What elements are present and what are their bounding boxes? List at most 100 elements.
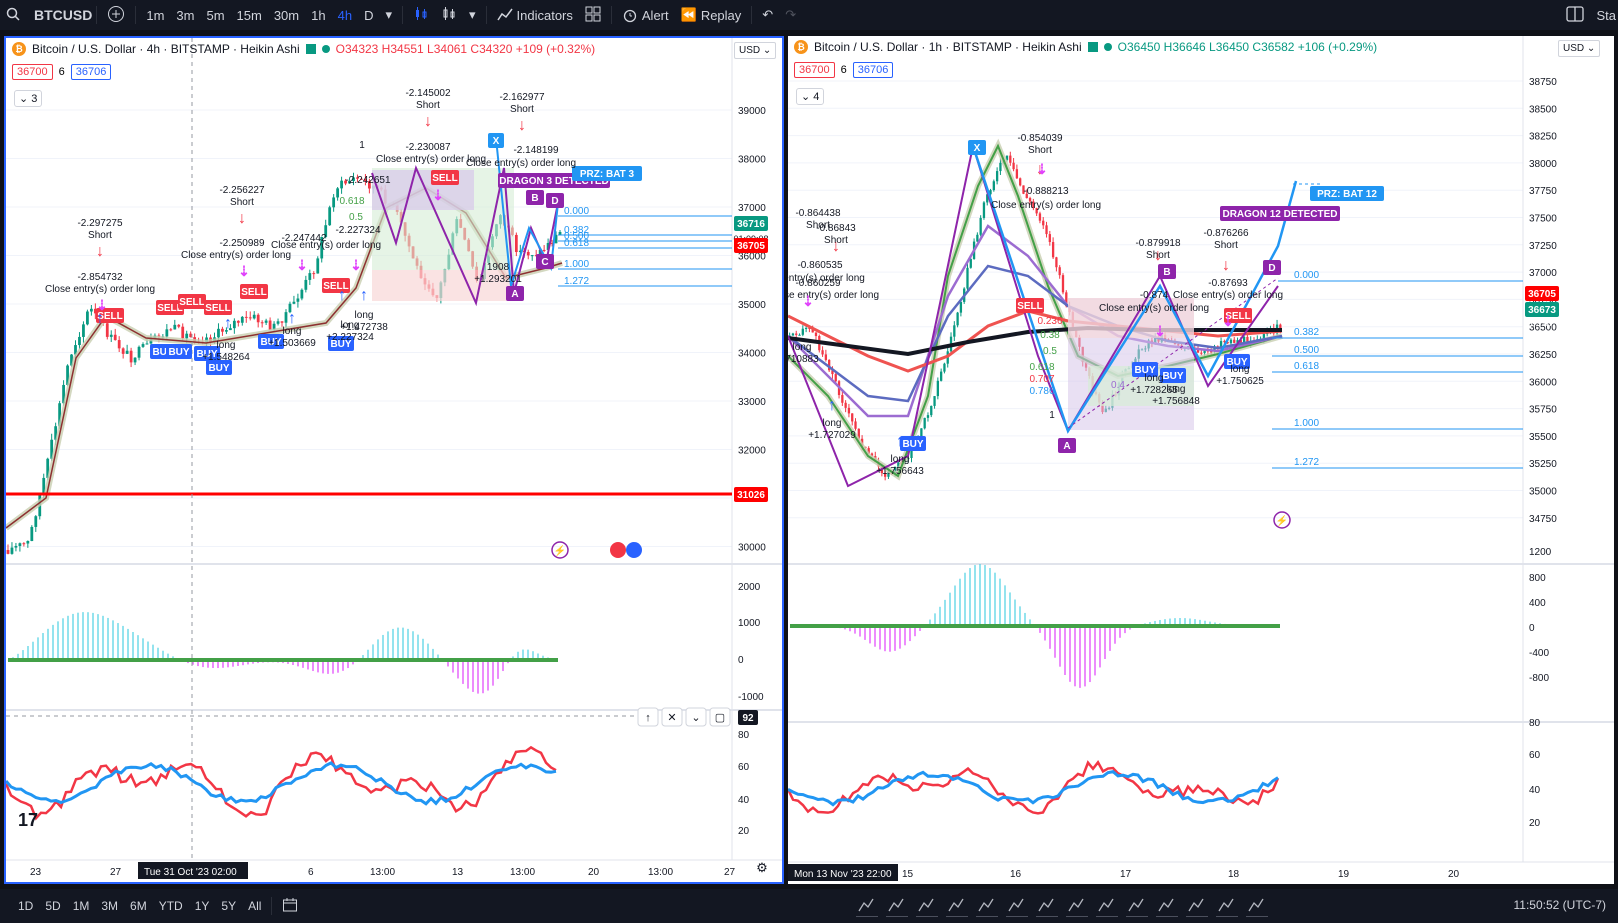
range-3m[interactable]: 3M	[101, 899, 119, 913]
lock-tool-icon[interactable]	[1216, 895, 1238, 917]
chart-annotation-label: long	[793, 342, 812, 353]
alert-button[interactable]: Alert	[616, 7, 675, 23]
price-tick-label: 38500	[1529, 104, 1557, 115]
right-chart-title[interactable]: Bitcoin / U.S. Dollar · 1h · BITSTAMP · …	[814, 40, 1082, 54]
chart-annotation-label: Short	[416, 100, 440, 111]
candle-body	[58, 403, 62, 427]
save-status-label[interactable]: Sta	[1596, 7, 1616, 23]
candle-body	[828, 359, 831, 371]
sell-price-button[interactable]: 36700	[794, 62, 835, 78]
symbol-label[interactable]: BTCUSD	[34, 7, 93, 23]
left-currency-select[interactable]: USD ⌄	[734, 42, 777, 59]
price-tick-label: 37250	[1529, 241, 1557, 252]
right-currency-select[interactable]: USD ⌄	[1558, 40, 1601, 57]
chart-pane-right[interactable]: 38750 38500 38250 38000 37750 37500 37250 37000…	[788, 36, 1614, 884]
interval-30m[interactable]: 30m	[273, 7, 300, 23]
candle-body	[336, 188, 340, 198]
buy-price-button[interactable]: 36706	[852, 62, 894, 78]
chart-annotation-label: Close entry(s) order long	[45, 284, 155, 295]
interval-3m[interactable]: 3m	[176, 7, 195, 23]
text-tool-icon[interactable]	[1066, 895, 1088, 917]
candle-body	[157, 335, 161, 337]
candle-body	[959, 301, 963, 313]
interval-4h[interactable]: 4h	[337, 7, 353, 23]
xabcd-tool-icon[interactable]	[1126, 895, 1148, 917]
price-tick-label: 37000	[738, 203, 766, 214]
range-6m[interactable]: 6M	[130, 899, 147, 913]
replay-button[interactable]: ⏪ Replay	[675, 7, 748, 23]
fib-level-label: 1.272	[1294, 457, 1319, 468]
chart-background	[788, 36, 1614, 884]
chart-pane-left[interactable]: 39000 38000 37000 36000 35000 34000 33000 32000…	[4, 36, 784, 884]
right-indicator-toggle[interactable]: ⌄ 4	[796, 88, 825, 105]
right-chart-canvas[interactable]: 38750 38500 38250 38000 37750 37500 37250 37000…	[788, 36, 1614, 884]
measure-tool-icon[interactable]	[1006, 895, 1028, 917]
time-tick-label: 19	[1338, 869, 1350, 880]
compare-add-icon[interactable]	[101, 5, 131, 26]
price-tick-label: 38000	[1529, 159, 1557, 170]
redo-icon[interactable]: ↷	[785, 7, 797, 22]
interval-15m[interactable]: 15m	[236, 7, 262, 23]
rsi-tick-label: 40	[1529, 785, 1541, 796]
sell-signal-tag: SELL	[1017, 301, 1043, 312]
indicators-button[interactable]: Indicators	[491, 7, 579, 23]
left-indicator-toggle[interactable]: ⌄ 3	[14, 90, 43, 107]
candle-body	[804, 327, 808, 329]
price-tick-label: 39000	[738, 106, 766, 117]
left-chart-canvas[interactable]: 3900038000370003600035000340003300032000…	[6, 38, 782, 882]
candle-body	[926, 415, 930, 418]
buy-price-button[interactable]: 36706	[70, 64, 112, 80]
date-range-calendar-icon[interactable]	[276, 897, 304, 916]
trash-tool-icon[interactable]	[1246, 895, 1268, 917]
pane-gutter[interactable]	[784, 30, 788, 889]
range-all[interactable]: All	[248, 899, 262, 913]
sell-price-button[interactable]: 36700	[12, 64, 53, 80]
price-tick-label: 36000	[1529, 377, 1557, 388]
settings-gear-icon: ⚙	[756, 860, 768, 875]
magnet-tool-icon[interactable]	[1186, 895, 1208, 917]
range-1d[interactable]: 1D	[18, 899, 34, 913]
layout-split-icon[interactable]	[1560, 5, 1590, 25]
fib-tool-icon[interactable]	[916, 895, 938, 917]
path-tool-icon[interactable]	[1096, 895, 1118, 917]
layout-grid-icon[interactable]	[579, 6, 607, 25]
pattern-tool-icon[interactable]	[946, 895, 968, 917]
brush-tool-icon[interactable]	[1036, 895, 1058, 917]
last-price-tag: 36716	[737, 219, 765, 230]
interval-1h[interactable]: 1h	[311, 7, 326, 23]
candle-body	[1051, 242, 1055, 258]
oscillator-tick-label: 800	[1529, 573, 1546, 584]
ruler-tool-icon[interactable]	[1156, 895, 1178, 917]
symbol-search-icon[interactable]	[0, 7, 26, 24]
long-short-tool-icon[interactable]	[976, 895, 998, 917]
candle-body	[1028, 198, 1032, 202]
interval-5m[interactable]: 5m	[206, 7, 225, 23]
clock-label[interactable]: 11:50:52 (UTC-7)	[1513, 898, 1606, 912]
interval-d[interactable]: D	[364, 7, 374, 23]
undo-icon[interactable]: ↶	[762, 7, 774, 22]
price-tick-label: 34000	[738, 349, 766, 360]
sell-signal-tag-background	[178, 294, 206, 309]
candle-body	[109, 334, 113, 337]
indicators-label: Indicators	[516, 7, 573, 23]
range-ytd[interactable]: YTD	[158, 899, 183, 913]
interval-dropdown-icon[interactable]: ▾	[385, 7, 392, 22]
left-chart-title[interactable]: Bitcoin / U.S. Dollar · 4h · BITSTAMP · …	[32, 42, 300, 56]
status-dot-icon	[1103, 43, 1112, 51]
chart-annotation-label: -0.860535	[797, 260, 842, 271]
chart-type-dropdown-icon[interactable]: ▾	[468, 7, 476, 22]
interval-1m[interactable]: 1m	[146, 7, 165, 23]
range-5d[interactable]: 5D	[45, 899, 61, 913]
candle-body	[141, 344, 145, 347]
cursor-tool-icon[interactable]	[856, 895, 878, 917]
chart-annotation-label: +1.503669	[268, 338, 316, 349]
bar-type-icon[interactable]	[435, 6, 463, 25]
chart-annotation-label: -0.876266	[1203, 228, 1248, 239]
maximize-icon-button	[709, 707, 731, 727]
range-1y[interactable]: 1Y	[194, 899, 210, 913]
rsi-tick-label: 60	[738, 762, 750, 773]
range-5y[interactable]: 5Y	[221, 899, 237, 913]
range-1m[interactable]: 1M	[72, 899, 90, 913]
trend-line-tool-icon[interactable]	[886, 895, 908, 917]
candle-type-icon[interactable]	[407, 6, 435, 25]
